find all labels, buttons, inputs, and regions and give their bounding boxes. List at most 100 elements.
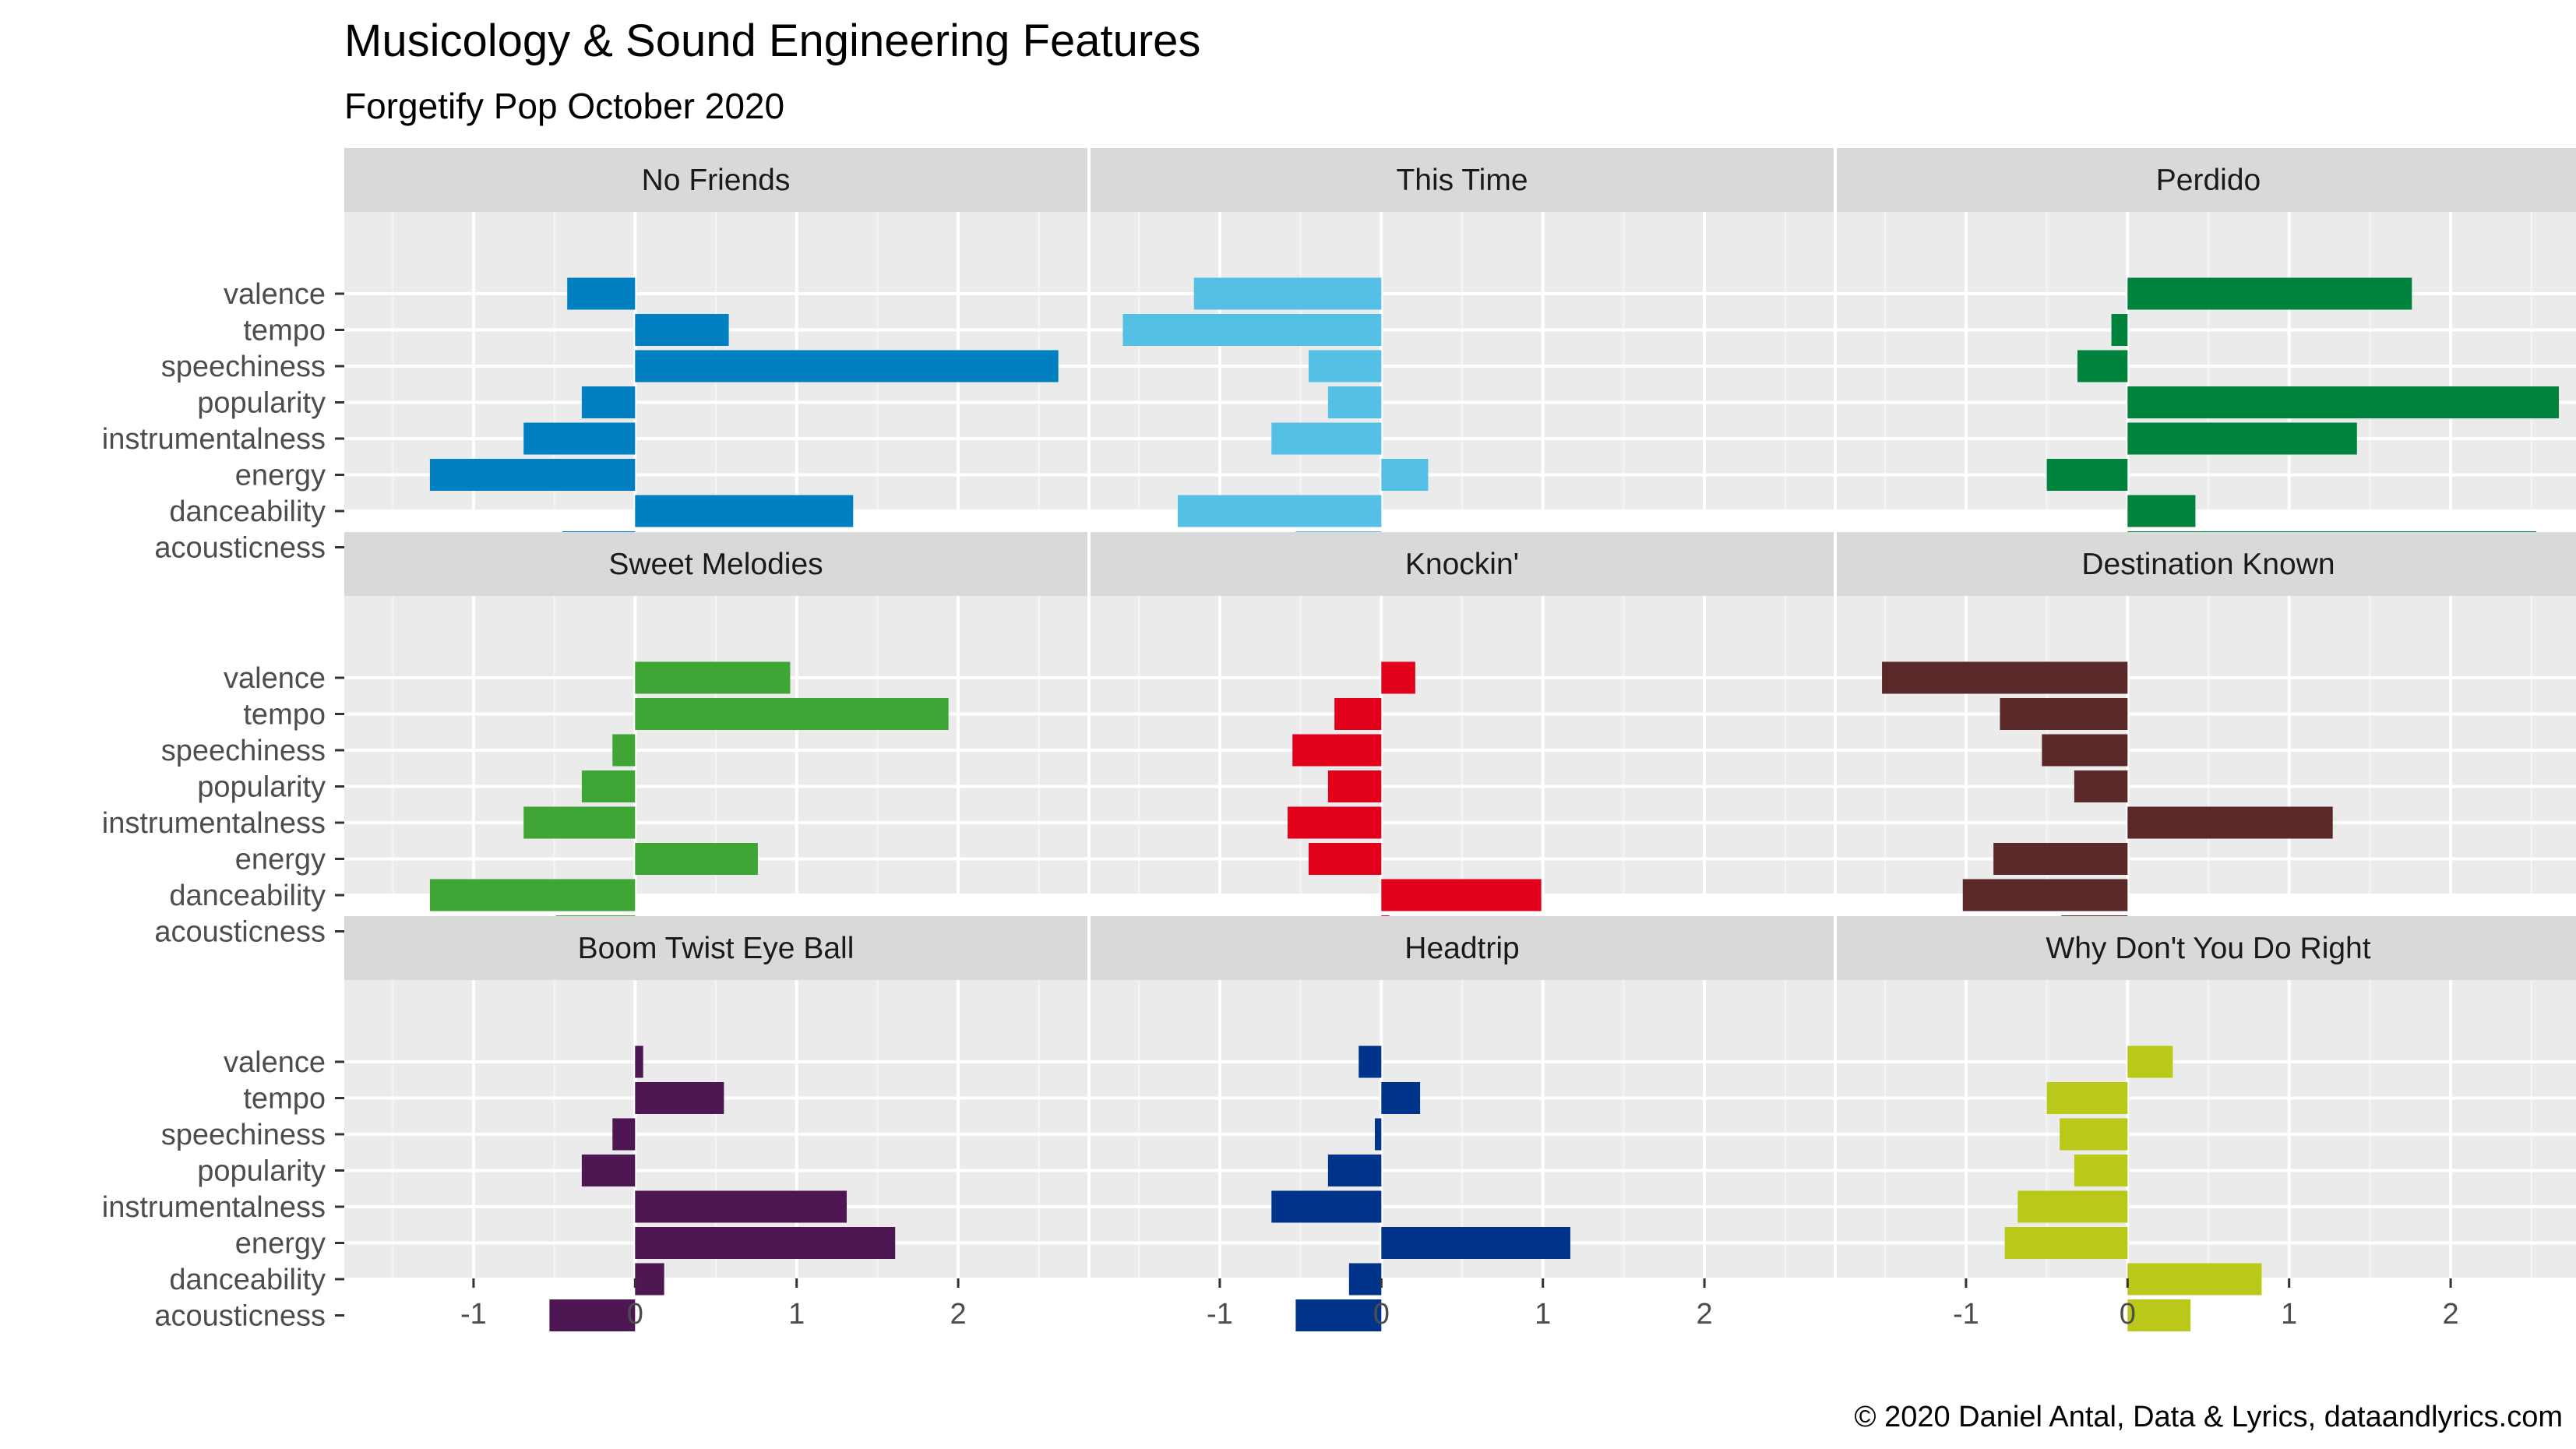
facet-panel: Sweet Melodies bbox=[344, 532, 1087, 947]
bar-instrumentalness bbox=[1288, 806, 1382, 839]
facet-strip-label: Boom Twist Eye Ball bbox=[578, 932, 855, 965]
facet-panel: Destination Known bbox=[1837, 532, 2576, 947]
bar-popularity bbox=[1327, 770, 1382, 802]
bar-energy bbox=[1993, 843, 2128, 875]
bar-valence bbox=[1381, 661, 1415, 694]
bar-tempo bbox=[2046, 1082, 2128, 1114]
category-label: popularity bbox=[197, 1155, 326, 1188]
axes: valencetempospeechinesspopularityinstrum… bbox=[102, 278, 2459, 1333]
facet-panel: This Time bbox=[1091, 148, 1834, 563]
bar-popularity bbox=[581, 386, 636, 418]
x-tick-label: 2 bbox=[950, 1298, 967, 1331]
bar-danceability bbox=[1177, 495, 1382, 527]
facet-panel: Why Don't You Do Right bbox=[1837, 916, 2576, 1331]
facet-strip-label: Destination Known bbox=[2081, 548, 2335, 581]
bar-energy bbox=[1308, 843, 1382, 875]
x-tick-label: 1 bbox=[1535, 1298, 1551, 1331]
x-tick-label: 0 bbox=[2120, 1298, 2136, 1331]
category-label: speechiness bbox=[161, 1119, 326, 1151]
bar-speechiness bbox=[1375, 1118, 1382, 1151]
bar-popularity bbox=[1327, 1155, 1382, 1186]
category-label: acousticness bbox=[154, 1300, 326, 1333]
bar-danceability bbox=[2127, 495, 2196, 527]
category-label: popularity bbox=[197, 771, 326, 804]
chart-caption: © 2020 Daniel Antal, Data & Lyrics, data… bbox=[1855, 1401, 2563, 1433]
bar-danceability bbox=[2127, 1263, 2262, 1296]
plot-background bbox=[1837, 980, 2576, 1278]
facet-strip-label: Perdido bbox=[2156, 164, 2261, 197]
x-tick-label: -1 bbox=[1953, 1298, 1979, 1331]
category-label: acousticness bbox=[154, 916, 326, 949]
bar-valence bbox=[2127, 277, 2412, 310]
category-label: speechiness bbox=[161, 351, 326, 383]
category-label: valence bbox=[224, 662, 326, 695]
x-tick-label: -1 bbox=[460, 1298, 487, 1331]
bar-speechiness bbox=[1292, 734, 1382, 767]
category-label: danceability bbox=[169, 880, 326, 912]
bar-valence bbox=[635, 1045, 643, 1078]
bar-energy bbox=[635, 843, 758, 875]
bar-popularity bbox=[581, 770, 636, 802]
bar-tempo bbox=[1381, 1082, 1421, 1114]
facet-strip-label: Knockin' bbox=[1405, 548, 1519, 581]
bar-energy bbox=[429, 459, 636, 491]
bar-instrumentalness bbox=[1271, 1190, 1382, 1223]
facet-panel: Headtrip bbox=[1091, 916, 1834, 1331]
category-label: energy bbox=[235, 460, 326, 492]
bar-speechiness bbox=[2042, 734, 2128, 767]
plot-background bbox=[1837, 596, 2576, 894]
facet-strip-label: Headtrip bbox=[1404, 932, 1519, 965]
x-tick-label: 1 bbox=[2281, 1298, 2297, 1331]
facet-strip-label: Why Don't You Do Right bbox=[2046, 932, 2370, 965]
bar-danceability bbox=[635, 1263, 664, 1296]
x-tick-label: 2 bbox=[2443, 1298, 2459, 1331]
facet-panel: No Friends bbox=[344, 148, 1087, 563]
category-label: instrumentalness bbox=[102, 1191, 326, 1224]
bar-energy bbox=[2046, 459, 2128, 491]
facet-strip-label: No Friends bbox=[642, 164, 791, 197]
bar-tempo bbox=[2000, 698, 2128, 730]
bar-tempo bbox=[2111, 314, 2128, 346]
bar-valence bbox=[1882, 661, 2128, 694]
bar-speechiness bbox=[2077, 350, 2128, 383]
bar-acousticness bbox=[549, 1299, 636, 1331]
category-label: acousticness bbox=[154, 532, 326, 565]
facet-strip-label: Sweet Melodies bbox=[608, 548, 823, 581]
bar-instrumentalness bbox=[523, 422, 636, 455]
facet-strip bbox=[1091, 532, 1834, 596]
bar-tempo bbox=[635, 1082, 724, 1114]
bar-popularity bbox=[581, 1155, 636, 1186]
facet-strip bbox=[1837, 148, 2576, 212]
chart-title: Musicology & Sound Engineering Features bbox=[344, 16, 1200, 66]
bar-speechiness bbox=[612, 1118, 636, 1151]
bar-valence bbox=[1193, 277, 1382, 310]
bar-tempo bbox=[1334, 698, 1382, 730]
facet-strip bbox=[1091, 148, 1834, 212]
bar-instrumentalness bbox=[523, 806, 636, 839]
bar-valence bbox=[1358, 1045, 1382, 1078]
bar-instrumentalness bbox=[2127, 422, 2357, 455]
category-label: instrumentalness bbox=[102, 807, 326, 840]
x-tick-label: 1 bbox=[788, 1298, 805, 1331]
bar-acousticness bbox=[2127, 1299, 2191, 1331]
facet-strip-label: This Time bbox=[1396, 164, 1528, 197]
bar-energy bbox=[1381, 1227, 1570, 1259]
facet-strip bbox=[1837, 532, 2576, 596]
bar-speechiness bbox=[1308, 350, 1382, 383]
bar-popularity bbox=[2074, 770, 2128, 802]
category-label: valence bbox=[224, 278, 326, 311]
category-label: speechiness bbox=[161, 735, 326, 767]
bar-danceability bbox=[635, 495, 854, 527]
bar-speechiness bbox=[2060, 1118, 2128, 1151]
bar-tempo bbox=[635, 314, 729, 346]
bar-popularity bbox=[2127, 386, 2560, 418]
facet-panel: Perdido bbox=[1837, 148, 2576, 563]
bar-instrumentalness bbox=[2127, 806, 2333, 839]
bar-popularity bbox=[2074, 1155, 2128, 1186]
facet-strip bbox=[344, 532, 1087, 596]
chart-subtitle: Forgetify Pop October 2020 bbox=[344, 86, 784, 126]
bar-instrumentalness bbox=[2017, 1190, 2128, 1223]
bar-danceability bbox=[1962, 879, 2128, 911]
category-label: danceability bbox=[169, 1264, 326, 1296]
facet-panel: Knockin' bbox=[1091, 532, 1834, 947]
